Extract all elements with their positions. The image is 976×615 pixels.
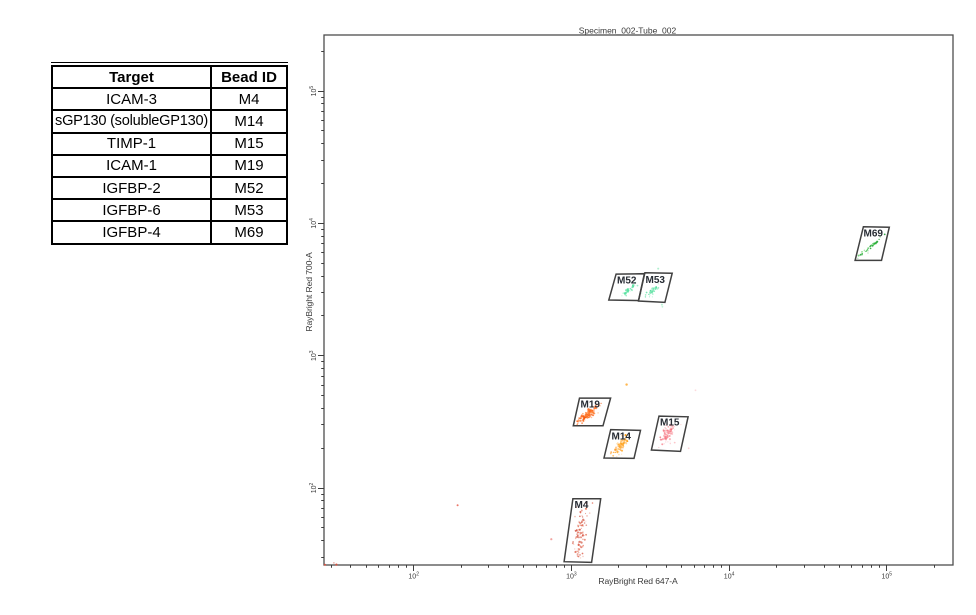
svg-text:104: 104 bbox=[724, 572, 735, 581]
svg-text:105: 105 bbox=[309, 86, 318, 97]
svg-text:RayBright Red 647-A: RayBright Red 647-A bbox=[598, 576, 678, 586]
svg-text:103: 103 bbox=[309, 350, 318, 361]
svg-text:103: 103 bbox=[566, 572, 577, 581]
svg-text:M14: M14 bbox=[612, 432, 632, 443]
svg-text:RayBright Red 700-A: RayBright Red 700-A bbox=[304, 252, 314, 332]
svg-text:M4: M4 bbox=[575, 500, 589, 511]
svg-text:M19: M19 bbox=[581, 400, 601, 411]
svg-text:104: 104 bbox=[309, 218, 318, 229]
svg-text:M52: M52 bbox=[617, 276, 637, 287]
svg-text:M53: M53 bbox=[646, 275, 666, 286]
svg-text:M15: M15 bbox=[660, 418, 680, 429]
svg-text:102: 102 bbox=[309, 482, 318, 493]
svg-text:M69: M69 bbox=[864, 229, 884, 240]
svg-text:102: 102 bbox=[408, 572, 419, 581]
svg-text:105: 105 bbox=[882, 572, 893, 581]
svg-text:Specimen_002-Tube_002: Specimen_002-Tube_002 bbox=[579, 25, 677, 35]
